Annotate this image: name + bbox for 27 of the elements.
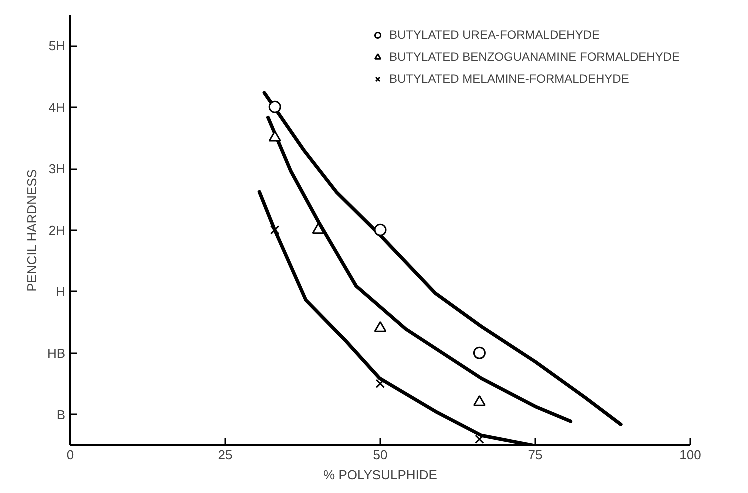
category-label: 4H: [48, 100, 66, 116]
point: [374, 321, 387, 332]
point: [374, 224, 387, 236]
legend-label: BUTYLATED UREA-FORMALDEHYDE: [390, 28, 600, 42]
y-axis-title: PENCIL HARDNESS: [24, 169, 40, 292]
point: [376, 379, 386, 388]
point: [312, 223, 325, 234]
category-label: HB: [47, 346, 66, 361]
point: [270, 226, 280, 235]
point: [475, 434, 484, 444]
category-label: 5H: [48, 38, 66, 54]
point: [268, 100, 282, 114]
x-tick-label: 75: [528, 448, 543, 462]
category-label: 3H: [48, 162, 66, 177]
x-tick-label: 25: [218, 448, 233, 462]
category-label: H: [56, 284, 66, 300]
legend-label: BUTYLATED BENZOGUANAMINE FORMALDEHYDE: [390, 50, 680, 64]
point: [268, 130, 282, 142]
point: [473, 346, 486, 360]
x-tick-label: 0: [66, 448, 74, 462]
x-tick-label: 100: [680, 448, 702, 462]
category-label: 2H: [48, 223, 66, 238]
category-label: B: [56, 407, 66, 422]
x-axis-title: % POLYSULPHIDE: [324, 468, 438, 482]
x-tick-label: 50: [373, 448, 388, 462]
legend-label: BUTYLATED MELAMINE-FORMALDEHYDE: [390, 72, 630, 86]
point: [473, 395, 486, 406]
